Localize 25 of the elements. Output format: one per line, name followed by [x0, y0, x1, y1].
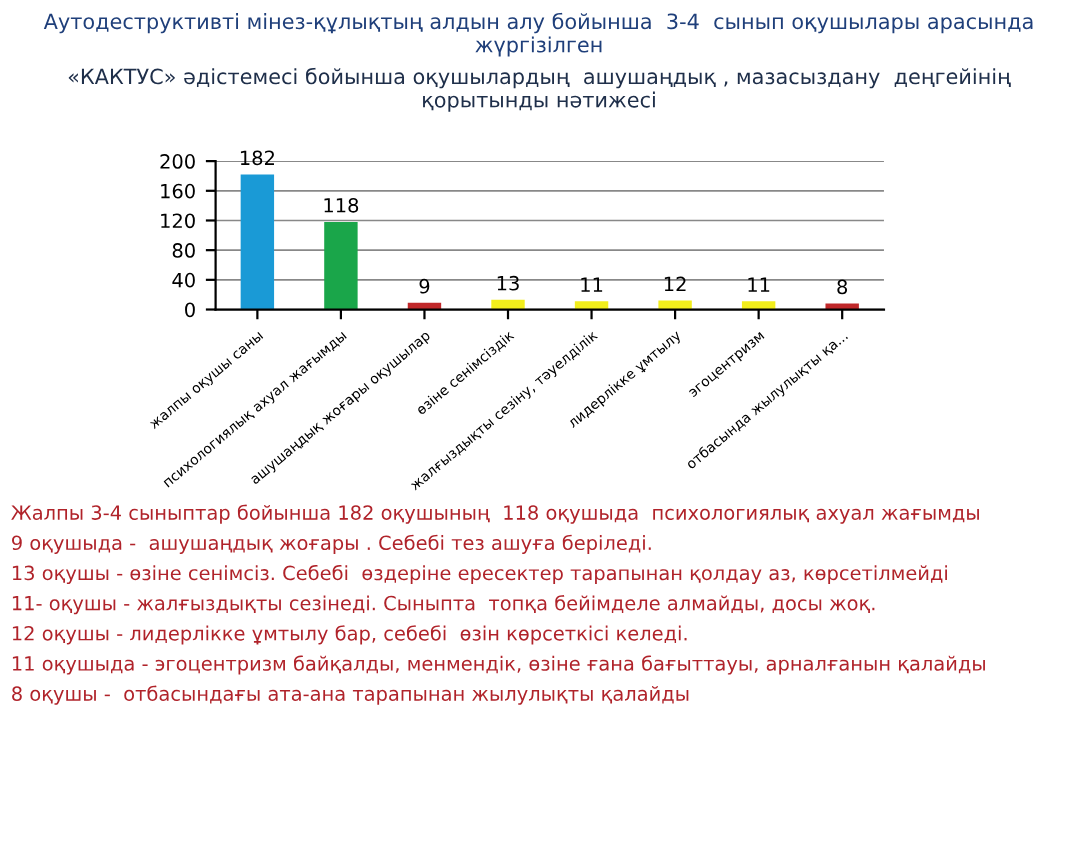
- y-tick-label: 160: [161, 183, 195, 199]
- chart-title: Аутодеструктивті мінез-құлықтың алдын алу бойынша 3-4 сынып оқушылары арасында жүргізілген: [43, 12, 1033, 57]
- text: 12 оқушы - лидерлікке ұмтылу бар, себебі өзін көрсеткісі келеді.: [12, 625, 687, 645]
- text: 13 оқушы - өзіне сенімсіз. Себебі өздеріне ересектер тарапынан қолдау аз, көрсетілмейді: [12, 564, 947, 585]
- data-label: 9: [419, 278, 430, 294]
- data-label: 11: [748, 277, 770, 292]
- bar: [240, 174, 275, 310]
- text: 8 оқушы - отбасындағы ата-ана тарапынан жылулықты қалайды: [12, 685, 689, 705]
- data-label: 11: [581, 277, 603, 292]
- data-label: 12: [664, 276, 686, 292]
- y-tick-label: 200: [160, 154, 195, 169]
- text: 11 оқушыда - эгоцентризм байқалды, менмендік, өзіне ғана бағыттауы, арналғанын қалайды: [12, 655, 985, 675]
- y-tick-label: 0: [185, 302, 195, 318]
- data-label: 182: [240, 150, 274, 166]
- text: Жалпы 3-4 сыныптар бойынша 182 оқушының 118 оқушыда психологиялық ахуал жағымды: [11, 504, 979, 524]
- data-label: 8: [837, 279, 848, 295]
- data-label: 118: [324, 197, 359, 213]
- bar: [324, 221, 358, 310]
- y-tick-label: 80: [172, 243, 195, 258]
- text: 11- оқушы - жалғыздықты сезінеді. Сыныпта топқа бейімделе алмайды, досы жоқ.: [12, 595, 875, 615]
- y-tick-label: 40: [172, 272, 195, 288]
- data-label: 13: [497, 275, 519, 291]
- text: 9 оқушыда - ашушаңдық жоғары . Себебі тез ашуға беріледі.: [12, 534, 651, 554]
- chart-subtitle: «КАКТУС» әдістемесі бойынша оқушылардың ашушаңдық , мазасыздану деңгейінің қорытынды нәтижесі: [68, 67, 1011, 112]
- y-tick-label: 120: [161, 213, 195, 229]
